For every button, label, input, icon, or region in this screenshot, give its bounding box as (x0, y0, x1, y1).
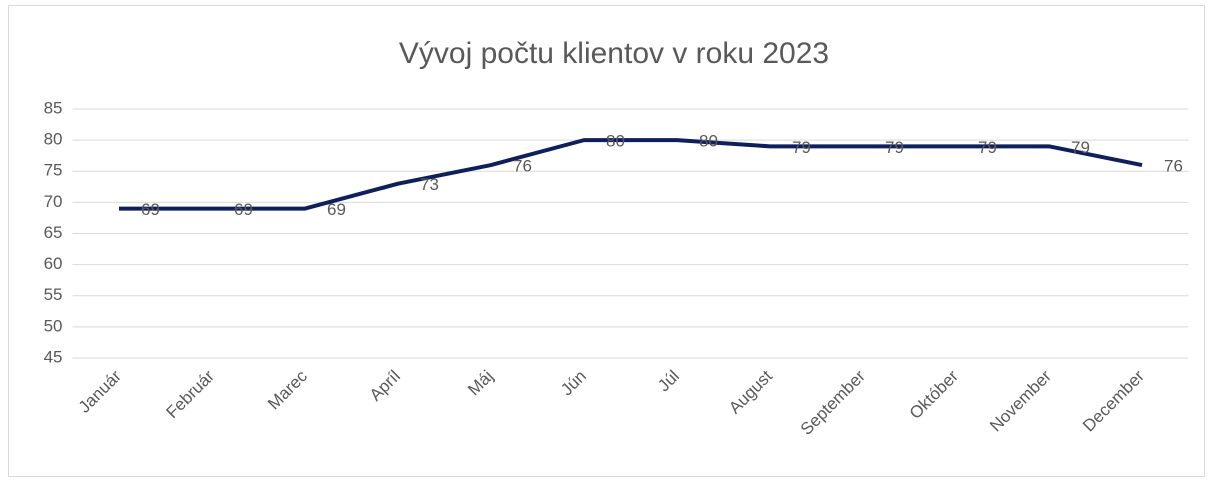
data-label: 69 (141, 200, 160, 219)
data-label: 69 (234, 200, 253, 219)
series-line (119, 138, 1143, 211)
chart-border (8, 5, 1205, 477)
data-label: 79 (792, 138, 811, 157)
y-tick-label: 45 (44, 347, 63, 366)
data-label: 79 (1071, 138, 1090, 157)
y-tick-label: 60 (44, 254, 63, 273)
data-label: 73 (420, 175, 439, 194)
y-tick-label: 55 (44, 285, 63, 304)
chart-title: Vývoj počtu klientov v roku 2023 (399, 37, 829, 70)
y-tick-label: 65 (44, 223, 63, 242)
data-label: 69 (327, 200, 346, 219)
data-label: 80 (606, 132, 625, 151)
data-label: 80 (699, 132, 718, 151)
y-tick-label: 50 (44, 316, 63, 335)
data-label: 76 (513, 157, 532, 176)
data-label: 79 (885, 138, 904, 157)
y-tick-label: 75 (44, 161, 63, 180)
data-label: 76 (1164, 157, 1183, 176)
y-tick-label: 80 (44, 130, 63, 149)
y-tick-label: 85 (44, 98, 63, 117)
data-label: 79 (978, 138, 997, 157)
y-tick-label: 70 (44, 192, 63, 211)
